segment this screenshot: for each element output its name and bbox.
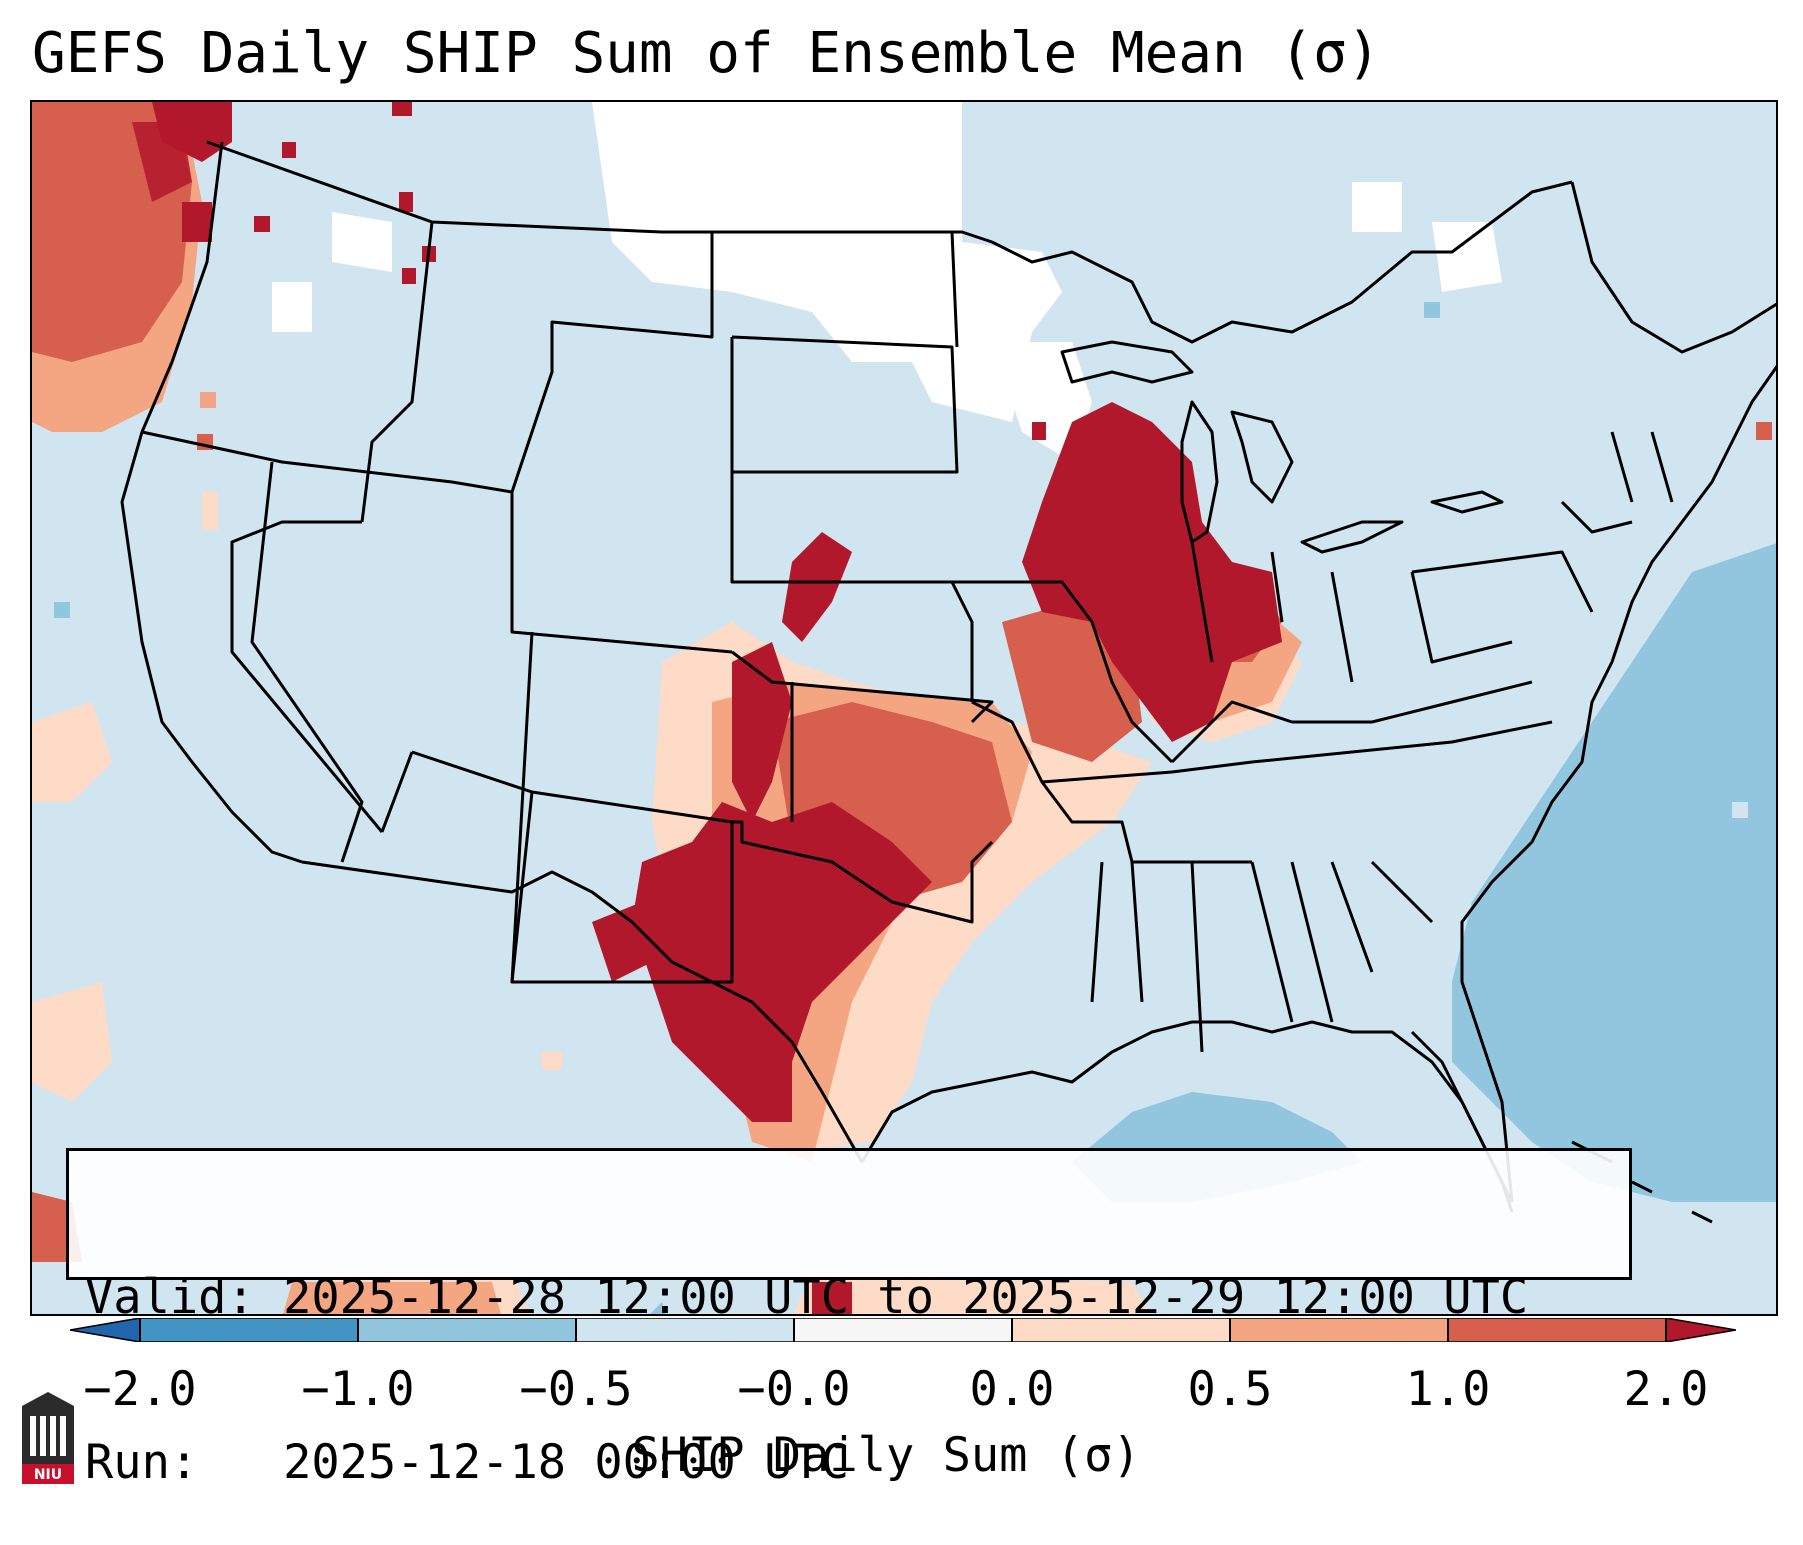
colorbar bbox=[70, 1318, 1736, 1342]
colorbar-segment bbox=[358, 1318, 577, 1342]
colorbar-segment bbox=[1012, 1318, 1231, 1342]
colorbar-segment bbox=[576, 1318, 795, 1342]
boundaries bbox=[120, 140, 1776, 1224]
map-panel bbox=[30, 100, 1778, 1316]
valid-time-text: Valid: 2025-12-28 12:00 UTC to 2025-12-2… bbox=[85, 1270, 1529, 1325]
colorbar-label: SHIP Daily Sum (σ) bbox=[631, 1428, 1141, 1483]
lake-huron-line bbox=[1230, 410, 1294, 504]
colorbar-tick-label: 1.0 bbox=[1405, 1362, 1491, 1417]
colorbar-tick-label: −0.0 bbox=[737, 1362, 851, 1417]
colorbar-segment bbox=[1448, 1318, 1667, 1342]
lake-superior-line bbox=[1060, 340, 1194, 384]
lake-erie-line bbox=[1300, 520, 1404, 554]
colorbar-segment bbox=[794, 1318, 1013, 1342]
colorbar-tick-label: 0.5 bbox=[1187, 1362, 1273, 1417]
colorbar-tick-label: 0.0 bbox=[969, 1362, 1055, 1417]
us-canada-border bbox=[206, 140, 993, 244]
colorbar-tick-label: −1.0 bbox=[301, 1362, 415, 1417]
colorbar-tick-label: −2.0 bbox=[83, 1362, 197, 1417]
colorbar-segment bbox=[140, 1318, 359, 1342]
lake-michigan-line bbox=[1180, 400, 1219, 544]
us-mexico-border bbox=[301, 860, 864, 1163]
east-coast-line bbox=[1460, 365, 1776, 1203]
logo-text: NIU bbox=[34, 1467, 62, 1483]
colorbar-segment bbox=[1230, 1318, 1449, 1342]
colorbar-extend-high bbox=[1665, 1318, 1736, 1342]
west-coast-line bbox=[120, 141, 303, 864]
run-time-text: Run: 2025-12-18 00:00 UTC bbox=[85, 1435, 850, 1490]
near-zero-regions bbox=[272, 102, 1502, 462]
scattered-pixels bbox=[54, 102, 1772, 1070]
colorbar-tick-label: 2.0 bbox=[1623, 1362, 1709, 1417]
niu-logo: NIU bbox=[22, 1392, 74, 1484]
colorbar-tick-label: −0.5 bbox=[519, 1362, 633, 1417]
colorbar-extend-low bbox=[70, 1318, 141, 1342]
strong-positive-regions bbox=[132, 102, 1282, 1314]
map-title: GEFS Daily SHIP Sum of Ensemble Mean (σ) bbox=[32, 21, 1381, 86]
gulf-coast-line bbox=[860, 1020, 1514, 1203]
info-box: Valid: 2025-12-28 12:00 UTC to 2025-12-2… bbox=[66, 1148, 1632, 1490]
lake-ontario-line bbox=[1430, 490, 1504, 514]
ship-anomaly-map bbox=[32, 102, 1776, 1314]
